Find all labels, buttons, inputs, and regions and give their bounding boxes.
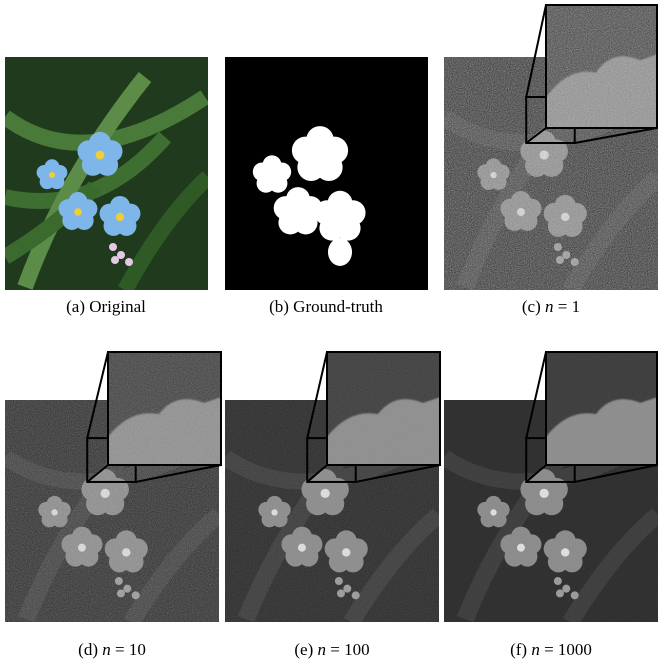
caption-tag: (e) — [294, 640, 313, 659]
caption-variable: n — [102, 640, 111, 659]
inset-noise — [546, 352, 657, 465]
flower-center — [335, 212, 345, 222]
caption: (a) Original — [66, 297, 146, 316]
flower-center — [315, 150, 326, 161]
flower-center — [293, 207, 303, 217]
figure: (a) Original (b) Ground-truth (c) n = 1 (d)… — [0, 0, 658, 669]
caption: (d) n = 10 — [78, 640, 146, 659]
flower-center — [268, 171, 276, 179]
caption: (f) n = 1000 — [510, 640, 592, 659]
image — [225, 57, 428, 290]
bud — [125, 258, 133, 266]
bud — [111, 256, 119, 264]
zoom-inset — [307, 352, 440, 482]
petal — [253, 162, 272, 181]
petal — [292, 137, 320, 165]
petal — [77, 140, 99, 162]
zoom-inset — [87, 352, 221, 482]
inset-noise — [546, 5, 657, 128]
caption: (e) n = 100 — [294, 640, 369, 659]
caption-variable: n — [531, 640, 540, 659]
caption-relation: = 1000 — [544, 640, 592, 659]
caption-text: Ground-truth — [293, 297, 383, 316]
caption-variable: n — [545, 297, 554, 316]
zoom-inset — [526, 352, 657, 482]
zoom-inset — [526, 5, 657, 143]
petal — [274, 196, 298, 220]
caption-relation: = 100 — [330, 640, 369, 659]
flower-center — [74, 208, 82, 216]
bud — [109, 243, 117, 251]
inset-noise — [108, 352, 221, 465]
flower-center — [96, 151, 105, 160]
caption-tag: (c) — [522, 297, 541, 316]
petal — [100, 204, 120, 224]
flower-center — [116, 213, 124, 221]
flower-center — [49, 172, 55, 178]
caption-tag: (b) — [269, 297, 289, 316]
caption-tag: (a) — [66, 297, 85, 316]
inset-noise — [327, 352, 440, 465]
petal — [314, 200, 339, 225]
caption: (c) n = 1 — [522, 297, 580, 316]
caption-tag: (d) — [78, 640, 98, 659]
petal — [59, 199, 78, 218]
caption-relation: = 1 — [558, 297, 580, 316]
caption-variable: n — [318, 640, 327, 659]
caption-relation: = 10 — [115, 640, 146, 659]
caption-text: Original — [89, 297, 146, 316]
caption-tag: (f) — [510, 640, 527, 659]
petal — [37, 165, 52, 180]
blob — [328, 238, 352, 266]
image — [5, 57, 208, 290]
caption: (b) Ground-truth — [269, 297, 383, 316]
